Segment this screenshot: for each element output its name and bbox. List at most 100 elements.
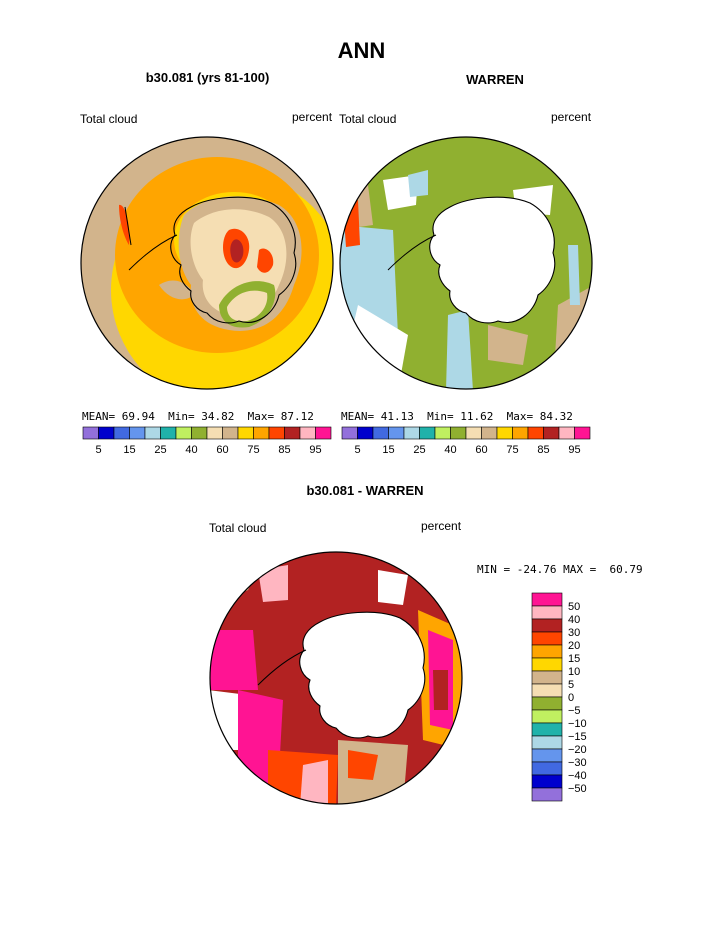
panel2-colorbar-box-6 xyxy=(434,426,451,440)
panel3-field-pink-west xyxy=(210,630,258,690)
panel1-colorbar-tick-label: 40 xyxy=(185,444,197,456)
panel2-colorbar-tick-label: 5 xyxy=(354,444,360,456)
panel1-colorbar-box-12 xyxy=(268,426,285,440)
page-title: ANN xyxy=(337,38,386,63)
panel2-title: WARREN xyxy=(466,72,524,87)
panel1-field-red-peninsula xyxy=(119,204,130,245)
panel3-colorbar-box-1 xyxy=(531,605,563,620)
panel1-max-label: Max= xyxy=(247,410,275,423)
panel3-field-missing-ne xyxy=(378,570,408,605)
panel3-colorbar-box-11 xyxy=(531,735,563,750)
panel2-field-continent-missing xyxy=(429,197,555,323)
panel3-colorbar-tick-label: −15 xyxy=(568,731,587,743)
panel2-colorbar-box-1 xyxy=(357,426,374,440)
panel3-stats: MIN = -24.76 MAX = 60.79 xyxy=(477,563,643,576)
panel3-colorbar-tick-label: −40 xyxy=(568,770,587,782)
panel2-min-value: 11.62 xyxy=(460,410,494,423)
panel2-field-tan-south xyxy=(488,325,528,365)
panel1-colorbar-box-1 xyxy=(98,426,115,440)
panel2-field-lightblue-nw xyxy=(408,170,428,197)
panel3-field-lightpink-south xyxy=(300,760,328,804)
panel1-title: b30.081 (yrs 81-100) xyxy=(145,70,270,85)
panel2-colorbar-box-10 xyxy=(496,426,513,440)
panel2-colorbar-tick-label: 85 xyxy=(537,444,549,456)
panel3-colorbar-box-8 xyxy=(531,696,563,711)
panel3-colorbar-tick-label: −20 xyxy=(568,744,587,756)
panel2-colorbar-tick-label: 60 xyxy=(475,444,487,456)
panel1-polar-map xyxy=(80,136,334,390)
panel1-colorbar-box-14 xyxy=(299,426,316,440)
panel1-colorbar-box-5 xyxy=(160,426,177,440)
panel3-min-value: -24.76 xyxy=(516,563,557,576)
panel3-antarctica-coastline xyxy=(299,611,426,739)
panel2-colorbar-tick-label: 95 xyxy=(568,444,580,456)
panel1-mean-label: MEAN= xyxy=(82,410,116,423)
panel3-colorbar-tick-label: −50 xyxy=(568,783,587,795)
panel3-title: b30.081 - WARREN xyxy=(306,483,424,498)
panel3-colorbar-box-15 xyxy=(531,787,563,802)
panel3-map-border xyxy=(209,551,463,805)
panel3-colorbar-tick-label: 0 xyxy=(568,692,574,704)
panel3-colorbar-box-6 xyxy=(531,670,563,685)
panel2-colorbar-box-8 xyxy=(465,426,482,440)
panel2-colorbar-box-0 xyxy=(341,426,358,440)
panel3-colorbar-tick-label: 5 xyxy=(568,679,574,691)
panel3-colorbar-box-4 xyxy=(531,644,563,659)
panel2-mean-label: MEAN= xyxy=(341,410,375,423)
panel1-colorbar-box-8 xyxy=(206,426,223,440)
panel2-max-value: 84.32 xyxy=(539,410,573,423)
panel1-colorbar-tick-label: 75 xyxy=(247,444,259,456)
panel2-colorbar-box-4 xyxy=(403,426,420,440)
panel3-field-darkred-east xyxy=(433,670,448,710)
panel2-colorbar-tick-label: 75 xyxy=(506,444,518,456)
panel2-map-border xyxy=(339,136,593,390)
panel2-colorbar-box-15 xyxy=(574,426,591,440)
panel2-min-label: Min= xyxy=(427,410,454,423)
panel1-colorbar-box-13 xyxy=(284,426,301,440)
panel2-variable-label: Total cloud xyxy=(339,112,397,126)
panel2-colorbar-tick-label: 40 xyxy=(444,444,456,456)
panel3-colorbar-box-10 xyxy=(531,722,563,737)
panel1-colorbar-tick-label: 60 xyxy=(216,444,228,456)
panel1-mean-value: 69.94 xyxy=(121,410,155,423)
panel1-max-value: 87.12 xyxy=(280,410,314,423)
panel2-field-lightblue-south xyxy=(446,310,473,389)
panel1-colorbar: 5 15 25 40 60 75 85 95 xyxy=(82,426,332,456)
panel2-field-lightblue-east xyxy=(568,245,580,305)
panel1-min-label: Min= xyxy=(168,410,195,423)
panel2-mean-value: 41.13 xyxy=(380,410,414,423)
panel2-antarctica-coastline xyxy=(429,196,556,324)
panel3-units-label: percent xyxy=(421,519,462,533)
panel1-colorbar-tick-label: 15 xyxy=(123,444,135,456)
panel3-colorbar-box-12 xyxy=(531,748,563,763)
panel1-variable-label: Total cloud xyxy=(80,112,138,126)
panel2-colorbar-box-11 xyxy=(512,426,529,440)
panel2-colorbar: 5 15 25 40 60 75 85 95 xyxy=(341,426,591,456)
panel3-colorbar-tick-label: −10 xyxy=(568,718,587,730)
panel1-stats: MEAN= 69.94 Min= 34.82 Max= 87.12 xyxy=(82,410,314,423)
panel1-field-green-inner xyxy=(227,290,268,322)
panel3-colorbar-box-5 xyxy=(531,657,563,672)
panel3-colorbar-tick-label: 40 xyxy=(568,614,580,626)
panel1-map-border xyxy=(80,136,334,390)
panel3-colorbar-box-7 xyxy=(531,683,563,698)
panel2-colorbar-tick-label: 25 xyxy=(413,444,425,456)
panel2-colorbar-box-3 xyxy=(388,426,405,440)
panel2-colorbar-box-12 xyxy=(527,426,544,440)
panel3-colorbar-box-3 xyxy=(531,631,563,646)
panel2-colorbar-box-5 xyxy=(419,426,436,440)
panel3-colorbar-box-0 xyxy=(531,592,563,607)
panel3-colorbar-box-9 xyxy=(531,709,563,724)
panel1-colorbar-box-11 xyxy=(253,426,270,440)
panel1-colorbar-box-3 xyxy=(129,426,146,440)
panel2-stats: MEAN= 41.13 Min= 11.62 Max= 84.32 xyxy=(341,410,573,423)
panel1-field-red-spot xyxy=(257,248,274,273)
panel3-colorbar-tick-label: −30 xyxy=(568,757,587,769)
panel1-colorbar-tick-label: 5 xyxy=(95,444,101,456)
panel1-colorbar-box-15 xyxy=(315,426,332,440)
panel3-field-orange-spot xyxy=(348,750,378,780)
panel3-variable-label: Total cloud xyxy=(209,521,267,535)
panel1-peninsula-coastline xyxy=(124,206,178,271)
panel3-colorbar-box-14 xyxy=(531,774,563,789)
